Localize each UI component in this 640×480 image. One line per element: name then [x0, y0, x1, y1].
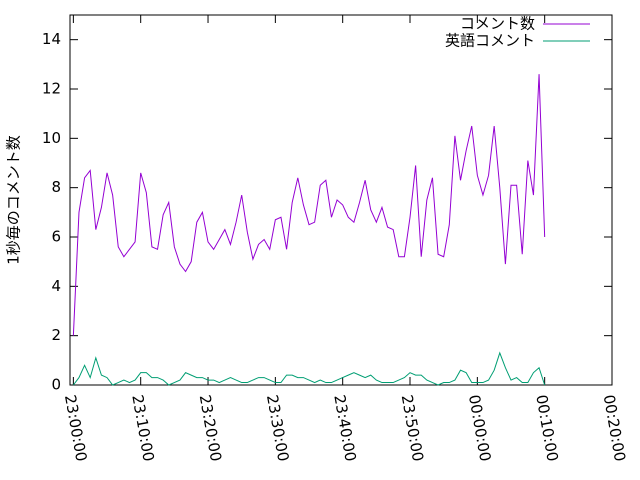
x-tick-label: 23:30:00	[263, 393, 292, 462]
y-tick-label: 2	[51, 326, 61, 344]
x-tick-label: 23:00:00	[61, 393, 90, 462]
y-tick-label: 10	[42, 129, 61, 147]
x-tick-label: 00:20:00	[600, 393, 629, 462]
y-tick-label: 14	[42, 30, 61, 48]
x-tick-label: 23:10:00	[128, 393, 157, 462]
x-tick-label: 23:20:00	[196, 393, 225, 462]
plot-frame	[69, 14, 613, 386]
x-tick-label: 00:10:00	[532, 393, 561, 462]
y-axis-label: 1秒毎のコメント数	[5, 135, 23, 265]
x-tick-label: 23:50:00	[398, 393, 427, 462]
x-tick-label: 23:40:00	[330, 393, 359, 462]
y-tick-label: 12	[42, 80, 61, 98]
legend-label: コメント数	[460, 15, 535, 33]
y-tick-label: 0	[51, 376, 61, 394]
y-tick-label: 8	[51, 178, 61, 196]
series-line	[72, 351, 546, 386]
legend-label: 英語コメント	[445, 32, 535, 50]
x-tick-label: 00:00:00	[465, 393, 494, 462]
y-tick-label: 4	[51, 277, 61, 295]
y-tick-label: 6	[51, 228, 61, 246]
series-line	[72, 74, 546, 336]
